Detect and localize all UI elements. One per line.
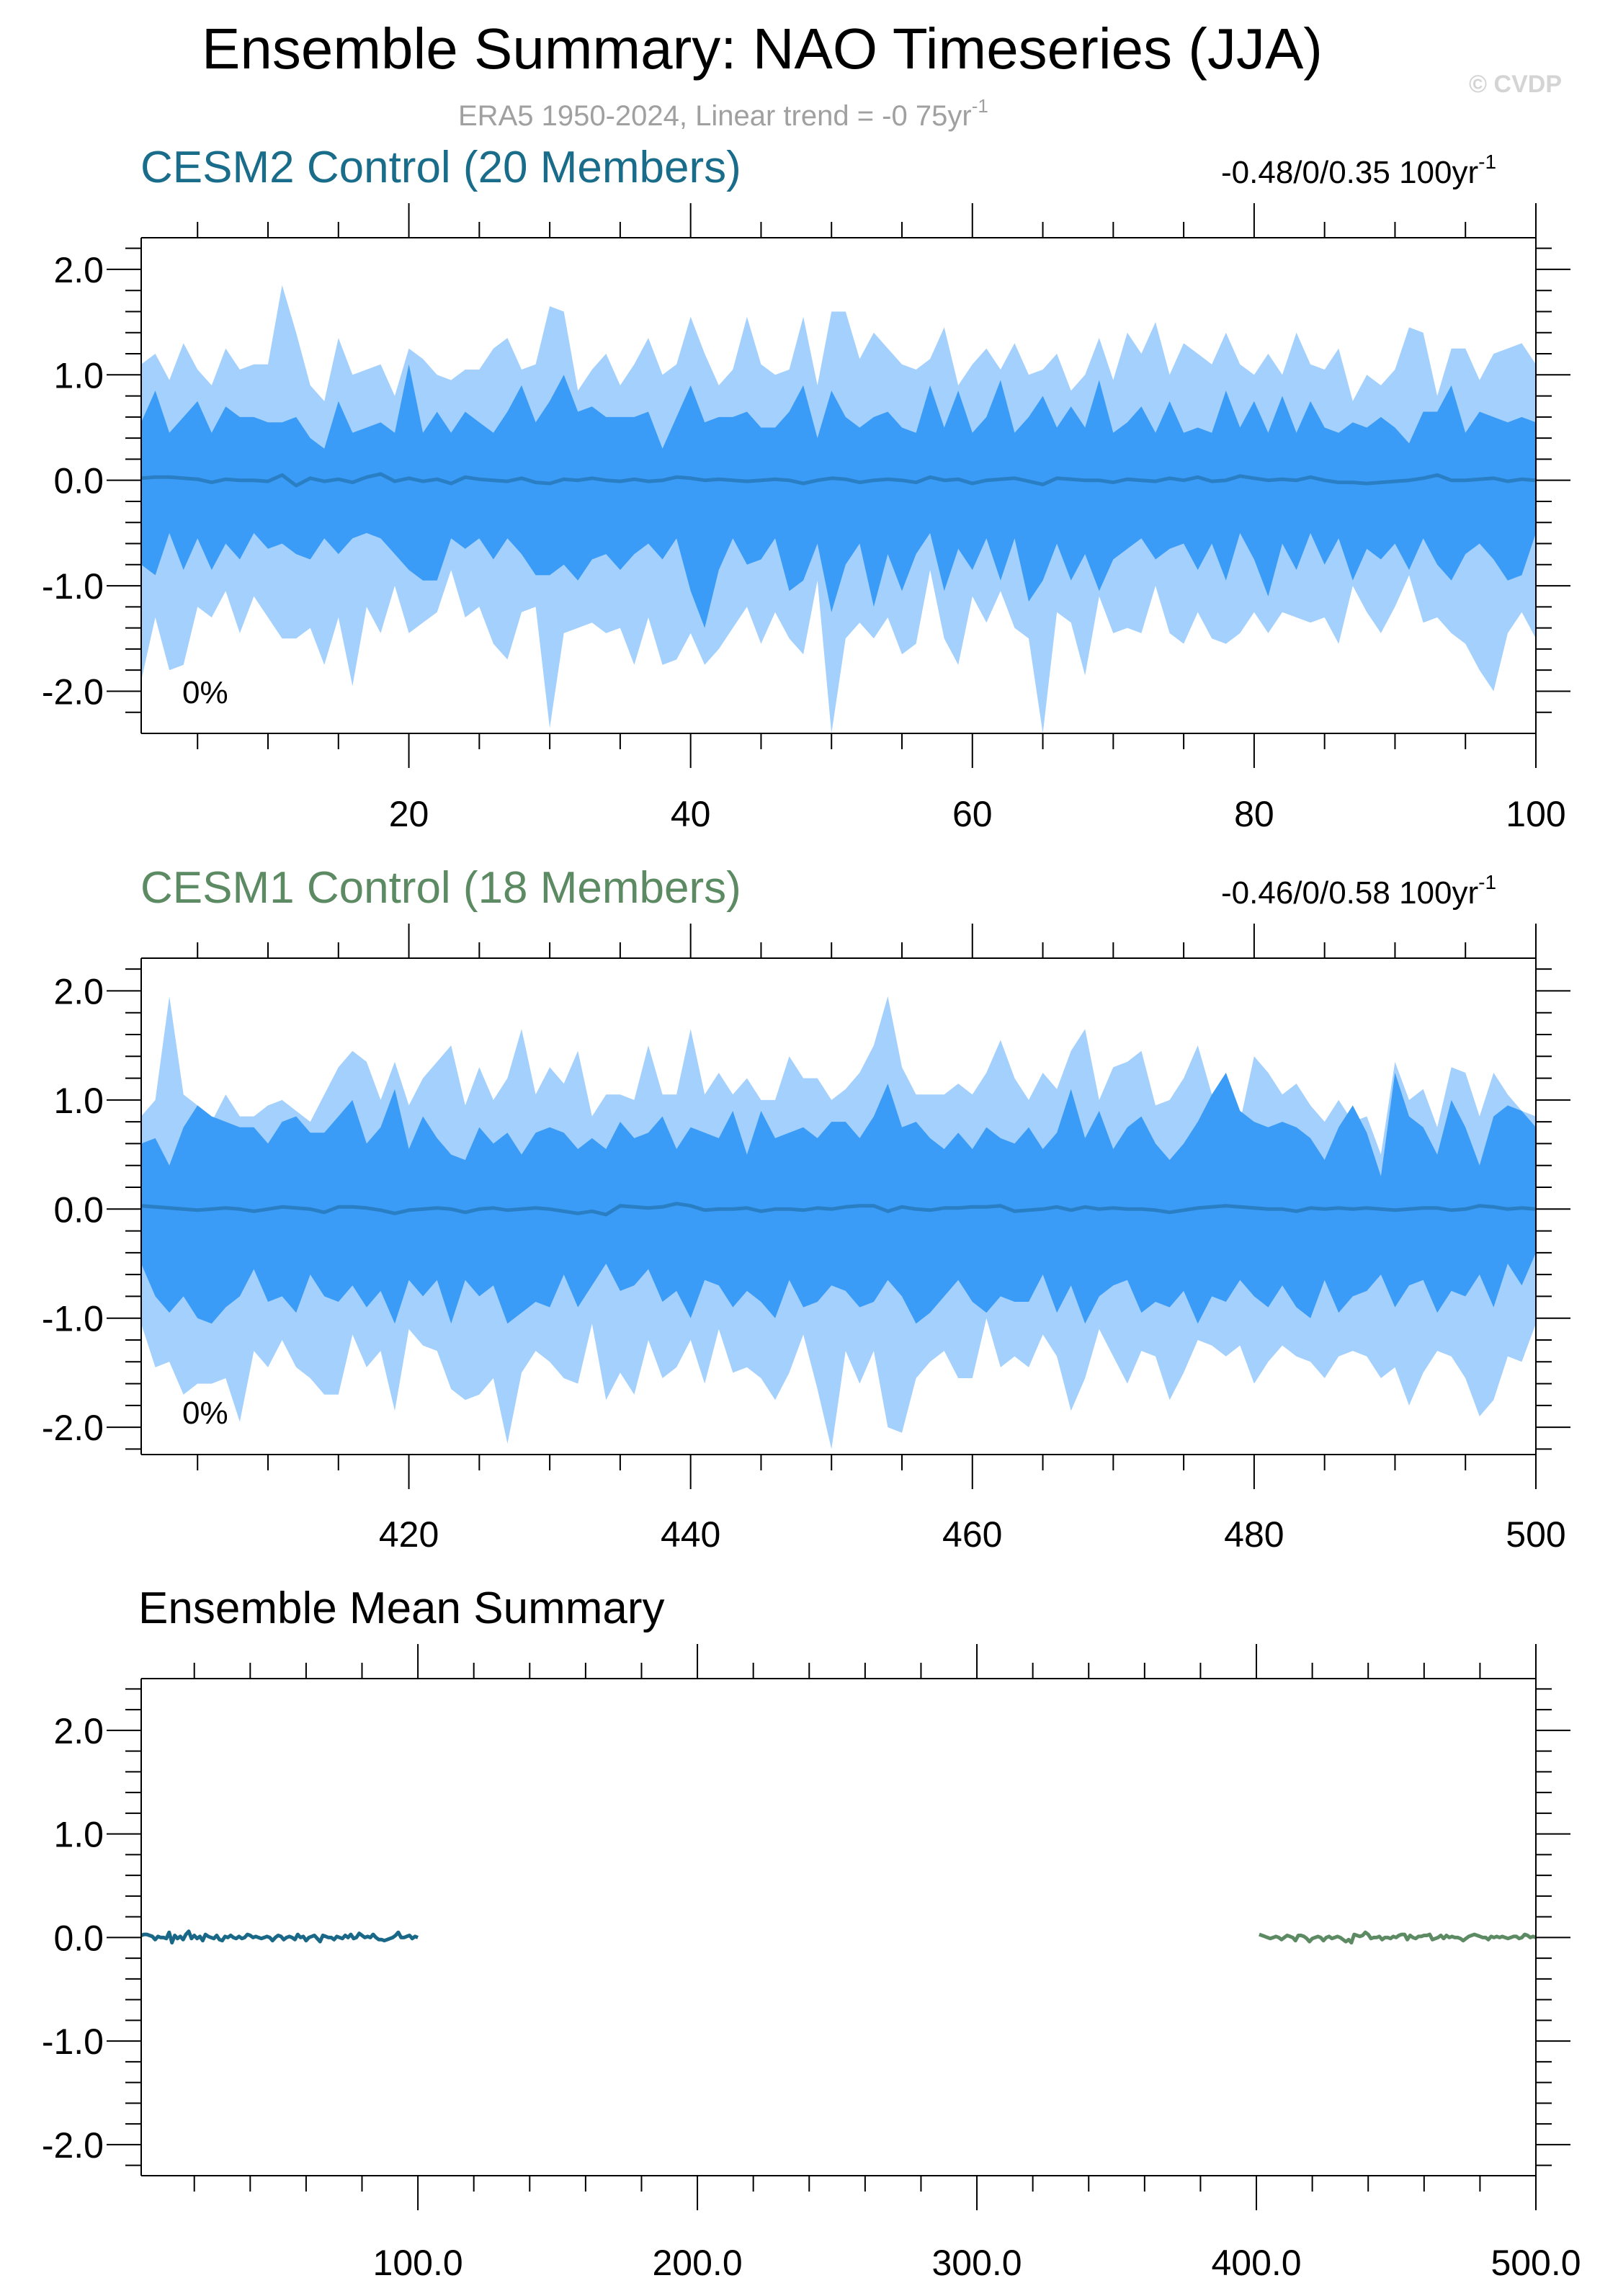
panel-ensemble-mean-plot: 2.0 1.0 0.0 -1.0 -2.0 100.0 200.0 300.0 400.0 500… (42, 1644, 1581, 2283)
x-tick-label: 480 (1224, 1514, 1284, 1555)
panel-cesm1-trend-text: -0.46/0/0.58 100yr (1221, 875, 1478, 911)
range-band-std (141, 364, 1536, 628)
y-tick-label: -1.0 (42, 2022, 104, 2062)
y-tick-label: 2.0 (53, 250, 104, 290)
y-tick-label: 0.0 (53, 461, 104, 501)
series-line-cesm2 (141, 1929, 419, 1945)
y-tick-label: 1.0 (53, 355, 104, 396)
y-tick-label: -1.0 (42, 566, 104, 607)
watermark: © CVDP (1469, 71, 1562, 98)
x-tick-label: 400.0 (1211, 2243, 1301, 2283)
plot-area-cesm1 (141, 996, 1536, 1449)
panel-cesm1: CESM1 Control (18 Members) -0.46/0/0.58 … (42, 863, 1570, 1555)
y-tick-label: 1.0 (53, 1815, 104, 1855)
panel-cesm1-trend: -0.46/0/0.58 100yr-1 (1221, 871, 1496, 911)
percent-label: 0% (182, 1395, 228, 1431)
x-tick-label: 460 (942, 1514, 1002, 1555)
x-tick-label: 500 (1506, 1514, 1565, 1555)
plot-area-mean (141, 1929, 1536, 1945)
series-line-cesm1 (1259, 1930, 1536, 1945)
panel-cesm1-trend-superscript: -1 (1478, 871, 1496, 893)
x-tick-label: 500.0 (1490, 2243, 1581, 2283)
range-band-std (141, 1073, 1536, 1324)
plot-area-cesm2 (141, 285, 1536, 733)
y-tick-label: -2.0 (42, 1408, 104, 1448)
panel-cesm2-title: CESM2 Control (20 Members) (140, 143, 741, 192)
panel-cesm2-trend-superscript: -1 (1478, 151, 1496, 173)
x-tick-label: 80 (1234, 794, 1274, 834)
y-tick-label: 0.0 (53, 1918, 104, 1958)
figure-subtitle: ERA5 1950-2024, Linear trend = -0 75yr-1 (458, 95, 988, 132)
x-tick-label: 100 (1506, 794, 1565, 834)
y-tick-label: 1.0 (53, 1081, 104, 1121)
figure-subtitle-text: ERA5 1950-2024, Linear trend = -0 75yr (458, 100, 972, 132)
panel-cesm2-trend-text: -0.48/0/0.35 100yr (1221, 155, 1478, 190)
panel-cesm2-trend: -0.48/0/0.35 100yr-1 (1221, 151, 1496, 190)
panel-cesm1-title: CESM1 Control (18 Members) (140, 863, 741, 913)
panel-ensemble-mean-title: Ensemble Mean Summary (138, 1583, 665, 1633)
x-tick-label: 20 (389, 794, 429, 834)
x-tick-label: 420 (379, 1514, 439, 1555)
y-tick-label: 2.0 (53, 1711, 104, 1751)
panel-ensemble-mean: Ensemble Mean Summary 2.0 1.0 0.0 -1.0 -2.0 1… (42, 1583, 1581, 2283)
panel-cesm2: CESM2 Control (20 Members) -0.48/0/0.35 … (42, 143, 1570, 834)
x-tick-label: 60 (952, 794, 993, 834)
ensemble-mean-line (141, 1202, 1536, 1217)
percent-label: 0% (182, 675, 228, 710)
figure-title: Ensemble Summary: NAO Timeseries (JJA) (202, 17, 1323, 81)
x-tick-label: 100.0 (373, 2243, 463, 2283)
x-tick-label: 200.0 (653, 2243, 743, 2283)
panel-cesm1-plot: 0% 2.0 1.0 0.0 -1.0 -2.0 420 440 460 480 500 (42, 924, 1570, 1555)
x-tick-label: 40 (671, 794, 711, 834)
y-tick-label: -2.0 (42, 671, 104, 712)
x-tick-label: 440 (661, 1514, 720, 1555)
y-tick-label: -2.0 (42, 2125, 104, 2166)
y-tick-label: 2.0 (53, 971, 104, 1011)
panel-cesm2-plot: 0% 2.0 1.0 0.0 -1.0 -2.0 20 40 60 80 100 (42, 203, 1570, 834)
ensemble-mean-line (141, 472, 1536, 488)
y-tick-label: 0.0 (53, 1189, 104, 1230)
figure-subtitle-superscript: -1 (972, 95, 988, 117)
x-tick-label: 300.0 (931, 2243, 1022, 2283)
y-tick-label: -1.0 (42, 1299, 104, 1339)
